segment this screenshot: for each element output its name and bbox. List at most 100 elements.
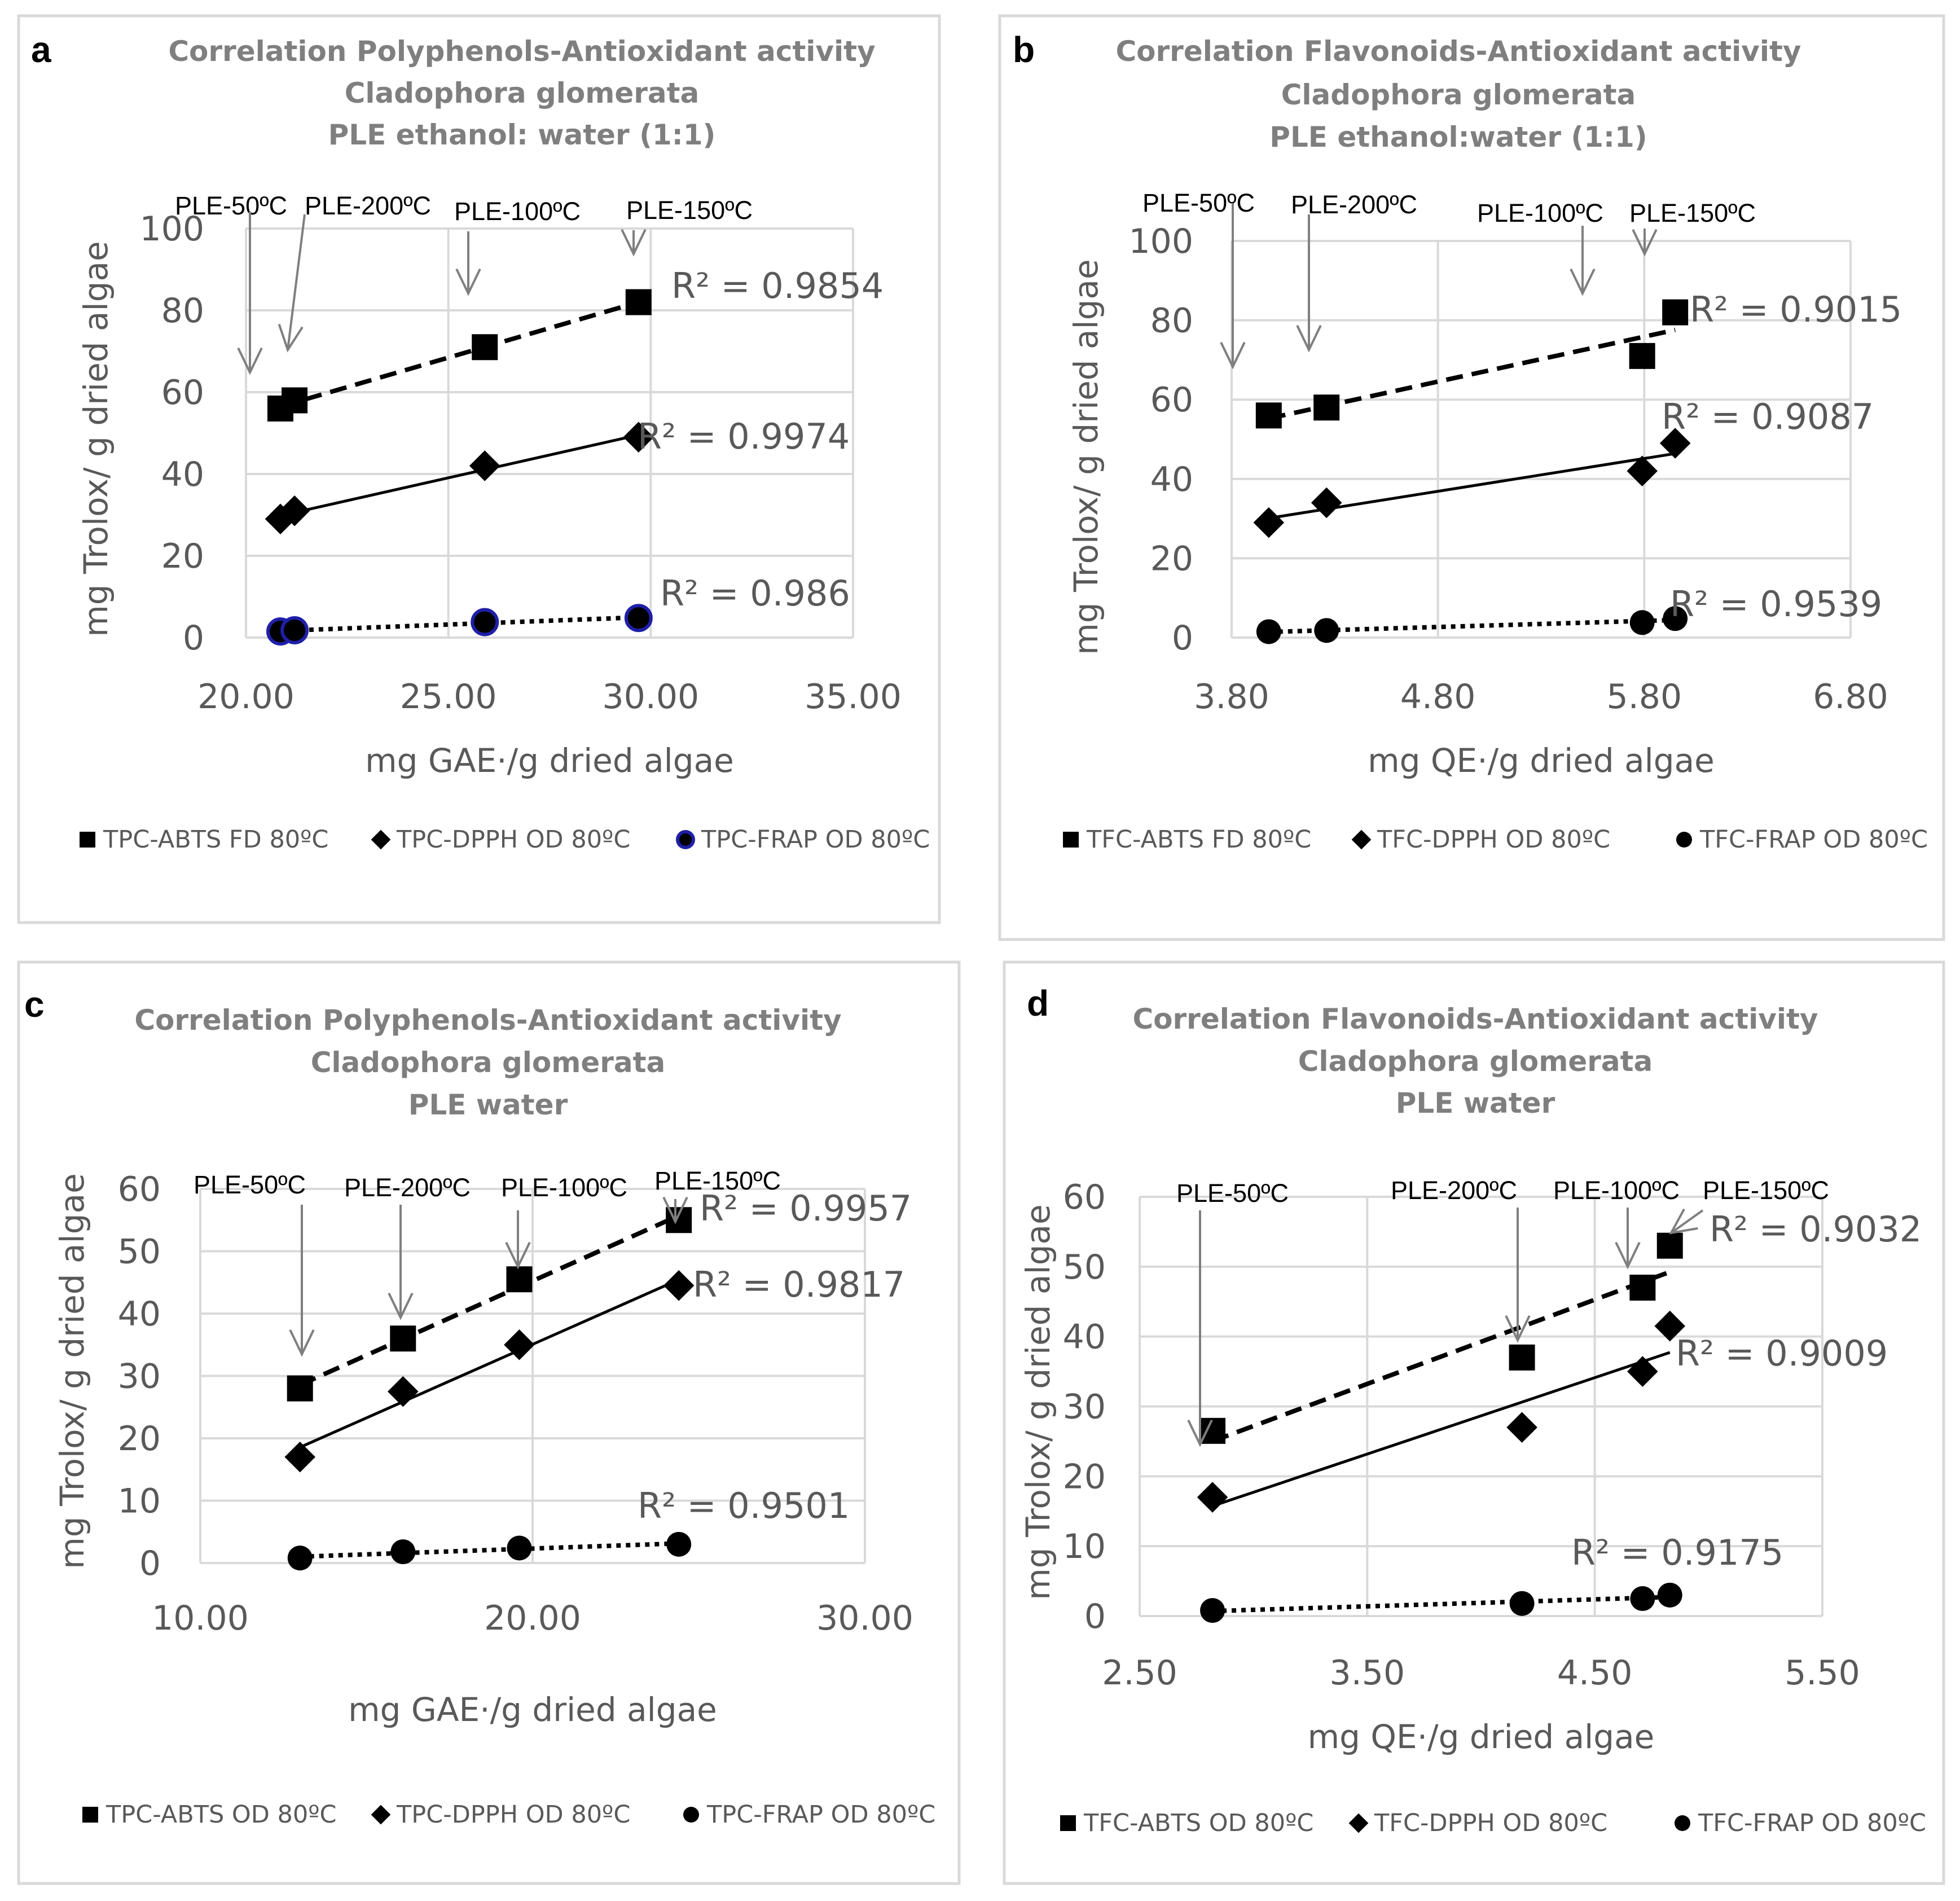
data-point [1627,455,1658,487]
data-point [1629,610,1655,635]
x-tick-label: 3.50 [1330,1653,1405,1693]
chart-title-line: Cladophora glomerata [1298,1045,1653,1078]
y-tick-label: 100 [139,209,204,249]
data-point [390,1539,416,1565]
y-tick-label: 80 [161,291,204,331]
data-point [1627,1356,1658,1387]
data-point [1314,618,1339,643]
y-tick-label: 40 [1063,1318,1106,1357]
r-squared-label: R² = 0.9957 [700,1188,912,1229]
data-point [504,1329,535,1360]
y-tick-label: 20 [1063,1457,1106,1496]
legend-label: TFC-ABTS FD 80ºC [1086,826,1311,854]
y-tick-label: 40 [118,1294,161,1334]
y-tick-label: 80 [1150,301,1193,341]
annotation-label: PLE-150ºC [1629,199,1756,227]
y-axis-label: mg Trolox/ g dried algae [1019,1204,1057,1600]
legend-marker [1675,1815,1690,1831]
data-point [1663,606,1688,631]
legend-label: TPC-FRAP OD 80ºC [701,826,930,854]
panel-a: a Correlation Polyphenols-Antioxidant act… [17,14,941,924]
annotation-arrow-head [1615,1241,1641,1270]
data-point [1656,1232,1683,1259]
y-tick-label: 50 [118,1232,161,1272]
legend-label: TPC-ABTS FD 80ºC [103,826,328,854]
y-tick-label: 10 [1063,1527,1106,1566]
data-point [1313,394,1340,421]
legend-label: TFC-DPPH OD 80ºC [1374,1809,1607,1837]
chart-title-line: Correlation Polyphenols-Antioxidant acti… [168,35,875,68]
data-point [1509,1344,1535,1371]
x-tick-label: 20.00 [484,1599,581,1638]
panel-c: c Correlation Polyphenols-Antioxidant act… [17,960,961,1885]
legend-label: TPC-DPPH OD 80ºC [396,826,630,854]
data-point [284,1441,315,1473]
panel-letter: d [1027,983,1049,1024]
y-axis-label: mg Trolox/ g dried algae [1067,259,1105,655]
legend-label: TPC-ABTS OD 80ºC [106,1801,337,1829]
chart-title-line: Correlation Flavonoids-Antioxidant activ… [1115,35,1801,68]
r-squared-label: R² = 0.9974 [638,416,850,457]
annotation-label: PLE-50ºC [1142,188,1255,217]
x-axis-label: mg QE·/g dried algae [1308,1718,1655,1756]
x-tick-label: 6.80 [1813,677,1888,717]
r-squared-label: R² = 0.9175 [1571,1532,1783,1573]
chart-title-line: Cladophora glomerata [345,77,700,109]
data-point [625,289,652,315]
panel-border [17,960,961,1885]
legend-label: TFC-FRAP OD 80ºC [1699,826,1928,854]
panel-letter: b [1013,29,1035,70]
annotation-label: PLE-50ºC [1176,1179,1289,1208]
legend-marker [371,1805,391,1825]
chart-title-line: Correlation Polyphenols-Antioxidant acti… [134,1004,841,1037]
y-tick-label: 60 [161,373,204,412]
data-point [1629,1274,1656,1301]
legend-marker [1060,1815,1076,1831]
data-point [287,1375,313,1402]
annotation-label: PLE-100ºC [454,197,581,226]
data-point [287,1546,313,1571]
x-axis-label: mg QE·/g dried algae [1368,741,1715,780]
data-point [280,616,309,644]
chart-title-line: PLE ethanol:water (1:1) [1269,121,1647,153]
annotation-label: PLE-100ºC [1553,1176,1680,1205]
y-tick-label: 50 [1063,1248,1106,1287]
annotation-label: PLE-50ºC [175,191,287,220]
data-point [469,450,500,481]
annotation-arrow-head [1505,1315,1531,1343]
data-point [1630,1586,1655,1612]
panel-d: d Correlation Flavonoids-Antioxidant acti… [1003,960,1945,1885]
legend-label: TFC-DPPH OD 80ºC [1377,826,1610,854]
data-point [666,1531,692,1557]
y-tick-label: 60 [118,1170,161,1209]
data-point [1199,1417,1226,1444]
data-point [1311,487,1342,519]
legend-marker [676,830,695,849]
panel-letter: c [24,984,45,1025]
x-tick-label: 4.50 [1557,1653,1633,1693]
r-squared-label: R² = 0.9501 [638,1485,850,1526]
trendline-tpc-dpph-od-80-c [299,1278,680,1449]
annotation-label: PLE-150ºC [1703,1176,1829,1205]
annotation-arrow [287,214,306,350]
x-axis-label: mg GAE·/g dried algae [348,1691,717,1729]
x-tick-label: 35.00 [805,677,902,717]
y-tick-label: 20 [161,537,204,576]
x-tick-label: 20.00 [197,677,295,717]
y-tick-label: 30 [118,1357,161,1397]
chart-title-line: PLE water [1396,1087,1555,1119]
legend-marker [80,832,95,848]
data-point [1256,619,1281,644]
y-tick-label: 0 [1084,1597,1106,1636]
y-tick-label: 10 [118,1482,161,1521]
annotation-arrow-head [505,1241,531,1270]
x-tick-label: 5.80 [1607,677,1682,717]
x-tick-label: 2.50 [1102,1653,1177,1693]
x-tick-label: 10.00 [152,1599,249,1638]
r-squared-label: R² = 0.986 [660,573,850,614]
panel-border [998,14,1945,941]
legend-marker [1348,1813,1369,1833]
annotation-arrow-head [289,1329,315,1357]
data-point [1654,1310,1686,1342]
data-point [472,334,498,361]
